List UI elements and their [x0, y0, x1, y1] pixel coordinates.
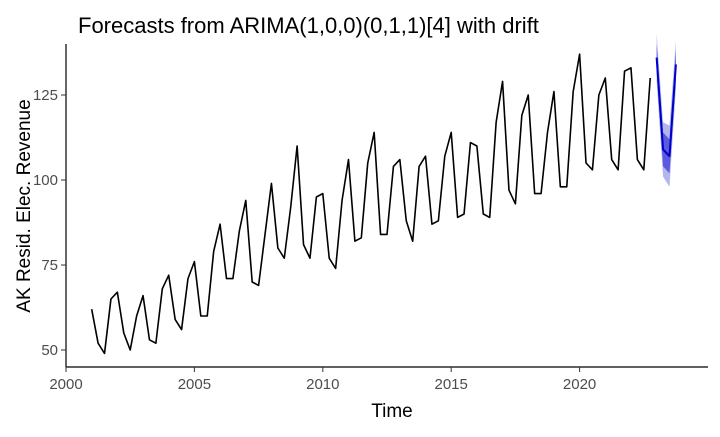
y-tick-label: 125 [33, 87, 58, 104]
forecast-mean-line [655, 57, 677, 158]
y-tick-label: 50 [41, 342, 58, 359]
history-series-line [90, 53, 652, 355]
chart-title: Forecasts from ARIMA(1,0,0)(0,1,1)[4] wi… [78, 13, 539, 38]
x-tick-label: 2000 [49, 376, 82, 393]
y-axis-ticks: 50 75 100 125 [33, 87, 66, 359]
x-tick-label: 2010 [306, 376, 339, 393]
x-tick-label: 2015 [435, 376, 468, 393]
x-tick-label: 2005 [178, 376, 211, 393]
x-axis-ticks: 2000 2005 2010 2015 2020 [49, 367, 596, 393]
x-axis-label: Time [371, 401, 413, 422]
x-tick-label: 2020 [563, 376, 596, 393]
y-tick-label: 75 [41, 257, 58, 274]
y-axis-label: AK Resid. Elec. Revenue [14, 99, 35, 312]
y-tick-label: 100 [33, 172, 58, 189]
plot-area [90, 33, 677, 355]
